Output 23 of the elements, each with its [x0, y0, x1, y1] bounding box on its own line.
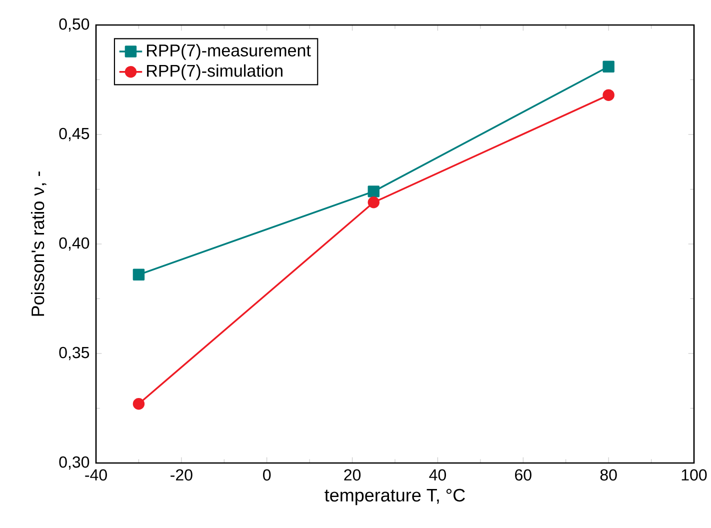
point	[602, 89, 614, 101]
x-tick-label: 0	[263, 469, 271, 481]
point	[132, 268, 145, 281]
point	[368, 196, 380, 208]
y-tick-label: 0,35	[59, 346, 90, 360]
y-tick-label: 0,50	[59, 18, 90, 32]
point	[602, 60, 614, 72]
y-tick-label: 0,40	[59, 237, 90, 251]
y-axis-title: Poisson's ratio ν, -	[30, 172, 46, 316]
x-tick-label: 20	[344, 469, 361, 481]
y-tick-label: 0,45	[59, 128, 90, 142]
x-tick-label: -20	[170, 469, 192, 481]
point	[132, 398, 145, 410]
x-tick-label: -40	[85, 469, 107, 481]
x-tick-label: 40	[429, 469, 446, 481]
x-tick-label: 80	[600, 469, 617, 481]
point	[368, 186, 380, 198]
legend-label: RPP(7)-simulation	[147, 64, 282, 80]
y-tick-label: 0,30	[59, 456, 90, 470]
x-tick-label: 100	[682, 469, 707, 481]
x-axis-title: temperature T, °C	[324, 488, 465, 506]
x-tick-label: 60	[515, 469, 532, 481]
legend-label: RPP(7)-measurement	[147, 44, 311, 60]
